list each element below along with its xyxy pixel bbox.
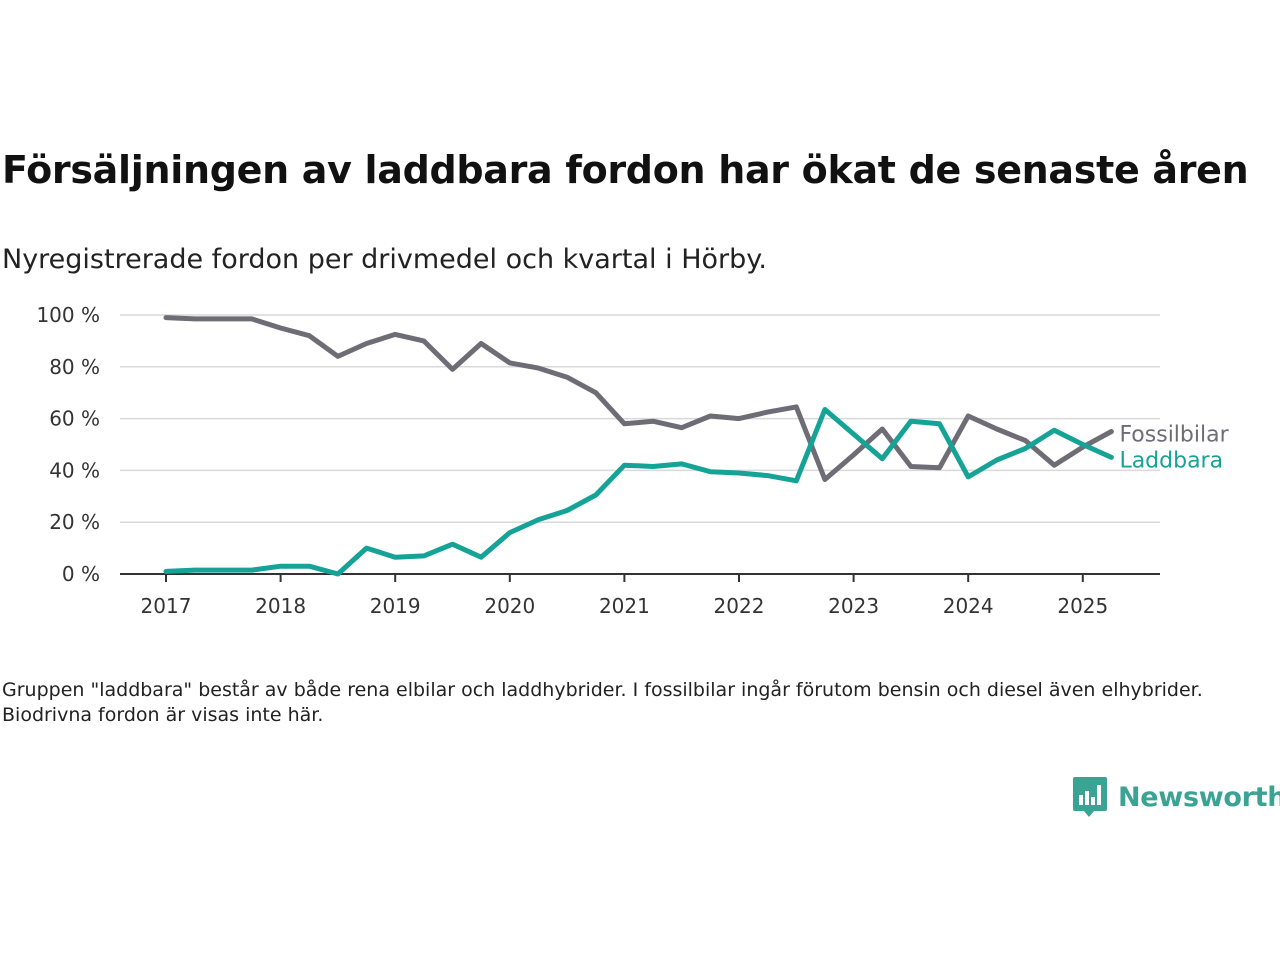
brand-name: Newsworthy bbox=[1118, 781, 1280, 813]
y-tick-label: 60 % bbox=[49, 407, 100, 431]
series-line-laddbara bbox=[163, 407, 1114, 577]
x-tick-label: 2020 bbox=[484, 594, 535, 618]
series-lines bbox=[163, 315, 1114, 577]
x-axis: 2017 2018 2019 2020 2021 2022 2023 2024 2025 bbox=[120, 573, 1160, 618]
x-tick-label: 2024 bbox=[943, 594, 994, 618]
series-line-fossilbilar bbox=[163, 315, 1114, 482]
chart-subtitle: Nyregistrerade fordon per drivmedel och … bbox=[2, 244, 767, 275]
grid-lines bbox=[120, 314, 1160, 523]
y-tick-label: 0 % bbox=[62, 562, 100, 586]
x-tick-label: 2025 bbox=[1057, 594, 1108, 618]
series-label-fossilbilar: Fossilbilar bbox=[1119, 423, 1229, 448]
x-tick-label: 2021 bbox=[599, 594, 650, 618]
y-tick-label: 40 % bbox=[49, 458, 100, 482]
x-tick-label: 2017 bbox=[141, 594, 192, 618]
chart-title: Försäljningen av laddbara fordon har öka… bbox=[2, 148, 1249, 192]
x-tick-label: 2022 bbox=[714, 594, 765, 618]
y-tick-label: 80 % bbox=[49, 355, 100, 379]
line-chart: 0 % 20 % 40 % 60 % 80 % 100 % 2017 2018 2019 202… bbox=[36, 303, 1229, 618]
x-tick-label: 2019 bbox=[370, 594, 421, 618]
series-label-laddbara: Laddbara bbox=[1119, 449, 1223, 474]
y-axis-ticks: 0 % 20 % 40 % 60 % 80 % 100 % bbox=[36, 303, 100, 586]
brand-logo[interactable]: Newsworthy bbox=[1072, 775, 1280, 819]
x-tick-label: 2018 bbox=[255, 594, 306, 618]
newsworthy-logo-icon bbox=[1073, 777, 1107, 817]
y-tick-label: 20 % bbox=[49, 510, 100, 534]
y-tick-label: 100 % bbox=[36, 303, 100, 327]
x-tick-label: 2023 bbox=[828, 594, 879, 618]
footnote: Gruppen "laddbara" består av både rena e… bbox=[2, 679, 1203, 726]
